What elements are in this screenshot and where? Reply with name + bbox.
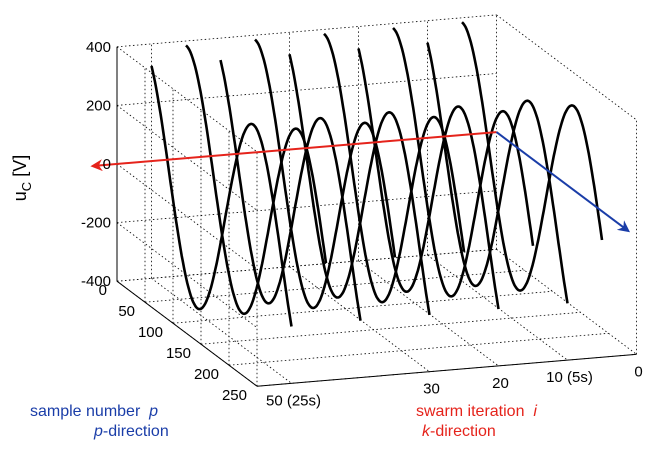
- grid-line-side-wall-z: [116, 163, 258, 270]
- waveform-series: [150, 21, 604, 327]
- k-direction-var: k: [422, 423, 430, 440]
- z-axis-label: uC [V]: [10, 155, 34, 201]
- grid-line-floor-p: [172, 290, 553, 324]
- waveform-trace: [357, 48, 500, 310]
- p-direction-var: p: [94, 423, 103, 440]
- grid-line-floor-k: [427, 254, 568, 361]
- p-direction-arrow: [495, 131, 631, 233]
- z-tick-label: -200: [81, 215, 111, 232]
- waveform-trace: [150, 65, 293, 327]
- p-tick-label: 150: [166, 345, 191, 362]
- grid-line-floor-k: [358, 260, 499, 367]
- p-tick-label: 250: [222, 387, 247, 404]
- grid-line-floor-p: [200, 311, 581, 345]
- k-direction-text: -direction: [430, 423, 496, 440]
- p-axis-caption-text: sample number: [30, 403, 141, 420]
- z-axis-label-subscript: C: [19, 182, 34, 191]
- k-direction-arrow: [90, 131, 497, 172]
- k-axis-caption-line2: k-direction: [416, 422, 537, 442]
- z-tick-label: 400: [86, 39, 111, 56]
- waveform-trace: [392, 27, 535, 298]
- k-tick-label: 10 (5s): [546, 369, 593, 386]
- grid-line-floor-p: [228, 332, 609, 366]
- grid-line-floor-p: [116, 248, 497, 282]
- grid-line-floor-k: [496, 248, 637, 355]
- k-tick-label: 30: [423, 381, 440, 398]
- z-axis-label-unit: [V]: [10, 155, 30, 182]
- waveform-trace: [219, 59, 362, 321]
- waveform-trace: [426, 42, 569, 304]
- grid-line-back-wall-z: [116, 73, 497, 106]
- p-tick-label: 200: [194, 366, 219, 383]
- p-axis-caption: sample number p p-direction: [30, 402, 169, 442]
- p-tick-label: 100: [138, 324, 163, 341]
- z-tick-label: 200: [86, 97, 111, 114]
- k-tick-label: 50 (25s): [266, 392, 321, 409]
- grid-line-back-wall-z: [116, 14, 497, 48]
- k-axis-caption-var: i: [533, 403, 537, 420]
- p-tick-label: 50: [118, 303, 135, 320]
- k-axis-caption: swarm iteration i k-direction: [416, 402, 537, 442]
- z-tick-label: -400: [81, 273, 111, 290]
- k-axis-caption-line1: swarm iteration i: [416, 402, 537, 422]
- p-axis-caption-line2: p-direction: [30, 422, 169, 442]
- axes-box: [116, 46, 637, 387]
- z-axis-label-main: u: [10, 191, 30, 201]
- p-axis-caption-line1: sample number p: [30, 402, 169, 422]
- grid-line-floor-k: [151, 277, 292, 384]
- p-axis-caption-var: p: [149, 403, 159, 420]
- k-tick-label: 0: [634, 363, 642, 380]
- grid-line-side-wall-z: [116, 222, 258, 328]
- p-direction-text: -direction: [102, 423, 169, 440]
- z-tick-label: 0: [103, 156, 111, 173]
- k-tick-label: 20: [492, 375, 509, 392]
- k-axis-line: [256, 353, 637, 387]
- grid-line-side-wall-z: [116, 105, 258, 211]
- p-axis-line: [116, 280, 258, 387]
- p-tick-label: 0: [99, 282, 107, 299]
- grid-line-side-wall-z: [116, 46, 258, 153]
- waveform-trace: [288, 54, 431, 316]
- k-axis-caption-text: swarm iteration: [416, 403, 525, 420]
- waveform-trace: [461, 21, 604, 292]
- direction-arrows: [90, 131, 631, 233]
- grid-line-floor-k: [289, 266, 430, 373]
- grid-line-top-edge: [496, 14, 637, 121]
